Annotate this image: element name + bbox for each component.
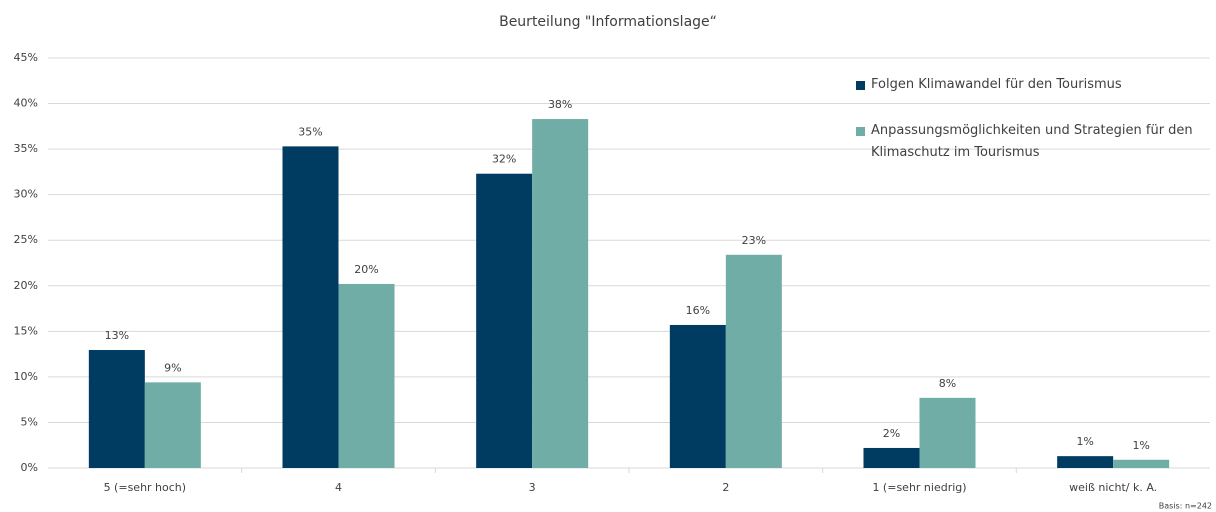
x-tick-label: 3: [529, 481, 536, 494]
legend-entry: Folgen Klimawandel für den Tourismus: [856, 74, 1206, 96]
annotation: Basis: n=242: [1159, 502, 1212, 511]
bar: [144, 382, 201, 468]
y-tick-label: 35%: [14, 142, 38, 155]
bar: [1057, 456, 1114, 468]
legend-label: Folgen Klimawandel für den Tourismus: [871, 77, 1122, 92]
value-label: 1%: [1132, 439, 1149, 452]
y-tick-label: 20%: [14, 279, 38, 292]
y-tick-label: 30%: [14, 188, 38, 201]
value-label: 9%: [164, 361, 181, 374]
value-label: 23%: [742, 234, 766, 247]
value-label: 13%: [105, 329, 129, 342]
y-tick-label: 25%: [14, 233, 38, 246]
value-label: 1%: [1076, 435, 1093, 448]
legend: Folgen Klimawandel für den Tourismus Anpa…: [856, 74, 1206, 188]
y-tick-label: 10%: [14, 370, 38, 383]
value-label: 32%: [492, 153, 516, 166]
bar: [725, 254, 782, 468]
value-label: 16%: [686, 304, 710, 317]
chart-title: Beurteilung "Informationslage“: [499, 14, 717, 30]
bar: [669, 324, 726, 468]
x-tick-label: 5 (=sehr hoch): [104, 481, 187, 494]
bar: [1113, 459, 1170, 468]
legend-swatch: [856, 81, 865, 90]
y-tick-label: 40%: [14, 97, 38, 110]
bar: [88, 350, 145, 468]
y-tick-label: 15%: [14, 324, 38, 337]
legend-entry: Anpassungsmöglichkeiten und Strategien f…: [856, 120, 1206, 164]
legend-swatch: [856, 127, 865, 136]
x-tick-label: 2: [722, 481, 729, 494]
bar: [338, 283, 395, 468]
x-tick-label: 4: [335, 481, 342, 494]
bar: [476, 173, 533, 468]
y-tick-label: 5%: [21, 415, 38, 428]
bar: [919, 397, 976, 468]
value-label: 20%: [354, 263, 378, 276]
value-label: 2%: [883, 427, 900, 440]
bar: [282, 146, 339, 468]
bar: [532, 119, 589, 469]
value-label: 8%: [939, 377, 956, 390]
x-tick-label: 1 (=sehr niedrig): [872, 481, 966, 494]
value-label: 35%: [298, 125, 322, 138]
legend-label: Anpassungsmöglichkeiten und Strategien f…: [871, 123, 1193, 160]
value-label: 38%: [548, 98, 572, 111]
y-tick-label: 45%: [14, 51, 38, 64]
bar: [863, 447, 920, 468]
x-tick-label: weiß nicht/ k. A.: [1069, 481, 1157, 494]
y-tick-label: 0%: [21, 461, 38, 474]
